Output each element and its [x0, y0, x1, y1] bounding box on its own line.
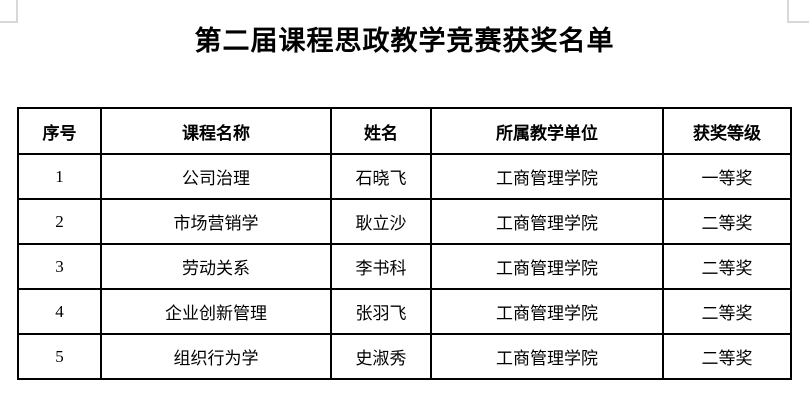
cell-3-2: 李书科 [330, 243, 432, 290]
table-row-5: 5 组织行为学 史淑秀 工商管理学院 二等奖 [17, 333, 792, 380]
cell-1-2: 石晓飞 [330, 153, 432, 200]
page-border-fragment-top-right [787, 21, 809, 23]
table-row-1: 1 公司治理 石晓飞 工商管理学院 一等奖 [17, 153, 792, 200]
cell-4-2: 张羽飞 [330, 288, 432, 335]
cell-5-2: 史淑秀 [330, 333, 432, 380]
cell-4-4: 二等奖 [662, 288, 792, 335]
cell-5-4: 二等奖 [662, 333, 792, 380]
cell-3-4: 二等奖 [662, 243, 792, 290]
cell-2-2: 耿立沙 [330, 198, 432, 245]
page-title: 第二届课程思政教学竞赛获奖名单 [194, 26, 615, 56]
cell-5-0: 5 [17, 333, 102, 380]
cell-2-3: 工商管理学院 [430, 198, 664, 245]
cell-2-4: 二等奖 [662, 198, 792, 245]
column-header-1: 课程名称 [100, 107, 332, 155]
cell-4-3: 工商管理学院 [430, 288, 664, 335]
column-header-0: 序号 [17, 107, 102, 155]
page-border-fragment-top-left [16, 0, 18, 22]
table-row-4: 4 企业创新管理 张羽飞 工商管理学院 二等奖 [17, 288, 792, 335]
page-border-fragment-top-right [787, 0, 789, 22]
table-row-2: 2 市场营销学 耿立沙 工商管理学院 二等奖 [17, 198, 792, 245]
table-body: 1 公司治理 石晓飞 工商管理学院 一等奖 2 市场营销学 耿立沙 工商管理学院 二等奖 3 劳动关系… [17, 153, 792, 380]
column-header-3: 所属教学单位 [430, 107, 664, 155]
cell-4-1: 企业创新管理 [100, 288, 332, 335]
cell-1-4: 一等奖 [662, 153, 792, 200]
column-header-2: 姓名 [330, 107, 432, 155]
award-table: 序号 课程名称 姓名 所属教学单位 获奖等级 1 公司治理 石晓飞 工商管理学院 一等奖 2 市场营… [17, 107, 792, 380]
cell-2-0: 2 [17, 198, 102, 245]
cell-4-0: 4 [17, 288, 102, 335]
cell-1-3: 工商管理学院 [430, 153, 664, 200]
cell-3-0: 3 [17, 243, 102, 290]
column-header-4: 获奖等级 [662, 107, 792, 155]
table-header-row: 序号 课程名称 姓名 所属教学单位 获奖等级 [17, 107, 792, 155]
cell-2-1: 市场营销学 [100, 198, 332, 245]
page-border-fragment-top-left [0, 21, 18, 23]
cell-1-1: 公司治理 [100, 153, 332, 200]
cell-5-3: 工商管理学院 [430, 333, 664, 380]
table-row-3: 3 劳动关系 李书科 工商管理学院 二等奖 [17, 243, 792, 290]
cell-3-3: 工商管理学院 [430, 243, 664, 290]
table-header: 序号 课程名称 姓名 所属教学单位 获奖等级 [17, 107, 792, 155]
cell-5-1: 组织行为学 [100, 333, 332, 380]
cell-3-1: 劳动关系 [100, 243, 332, 290]
cell-1-0: 1 [17, 153, 102, 200]
